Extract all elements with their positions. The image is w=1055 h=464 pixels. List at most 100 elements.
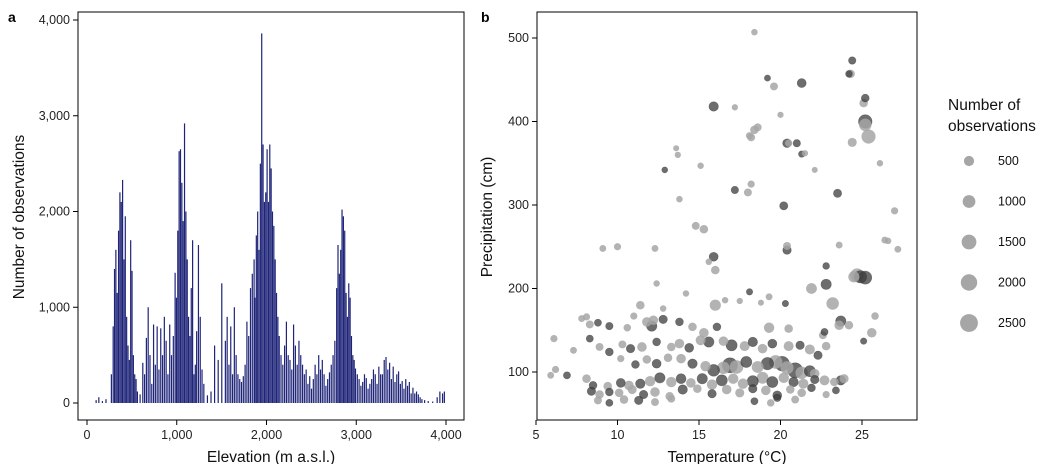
point [618,340,627,349]
bar [419,397,421,403]
point [631,360,640,369]
x-tick-label: 25 [855,428,869,442]
bar [285,321,287,403]
point [651,244,659,252]
y-tick-label: 100 [508,365,529,379]
bar [439,391,441,403]
bar [342,216,344,403]
bar [408,381,410,403]
bar [254,297,256,403]
point [884,237,892,245]
point [674,338,685,349]
bar [327,379,329,403]
point [663,353,673,363]
bar [130,240,132,403]
point [617,355,625,363]
legend-size-marker [960,314,978,332]
point [588,381,598,390]
bar [263,201,266,403]
bar [217,359,219,403]
bar [136,391,139,403]
point [676,195,683,203]
bar [170,355,173,404]
point [807,383,816,393]
bar [367,388,369,403]
point [871,312,879,320]
bar [443,391,445,403]
point [735,388,745,398]
bar [167,374,169,403]
point [697,162,704,169]
point [801,150,809,157]
bar [348,283,350,403]
point [676,353,686,364]
bar [334,340,336,403]
bar [257,211,259,403]
y-tick-label: 2,000 [39,205,70,219]
bar [115,249,117,403]
bar [127,345,129,403]
point [725,339,738,352]
point [673,145,680,152]
bar [235,355,237,404]
point [779,201,789,211]
panel-b-x-axis: 5 10 15 20 25 [533,420,869,442]
bar [338,273,340,403]
bar [399,383,401,403]
bar [221,283,223,403]
point [777,111,784,118]
bar [319,369,322,403]
panel-b-y-axis: 100 200 300 400 500 [508,31,537,379]
bar [206,395,209,403]
bar [124,216,126,403]
point [605,398,614,407]
bar [228,364,230,403]
bar [175,297,178,403]
bar [226,316,228,403]
bar [251,273,253,403]
point [667,342,676,352]
point [699,327,709,338]
bar [385,357,387,403]
point [614,388,624,398]
y-tick-label: 400 [508,115,529,129]
point [625,344,636,354]
point [636,300,645,310]
bar [163,316,165,403]
point [661,166,669,174]
point [848,56,857,65]
bar [131,270,133,403]
panel-b-plot-frame [536,11,918,421]
point [547,371,555,379]
legend-title-line1: Number of [948,97,1021,114]
bar [145,337,147,403]
legend-size-marker [960,274,978,291]
point [696,373,708,385]
bar [160,328,162,403]
bar [374,374,376,403]
bar [310,388,313,403]
legend-size-label: 2000 [998,276,1026,290]
bar [381,374,384,403]
bar [244,364,246,403]
point [615,378,626,388]
bar [139,394,141,403]
point [639,389,649,400]
point [783,241,791,250]
point [551,365,560,374]
point [861,129,876,144]
bar [401,380,403,403]
point [691,221,700,230]
point [686,378,696,388]
point [832,386,840,395]
bar [307,383,309,403]
bar [362,381,364,403]
bar [135,379,137,403]
bar [239,379,241,403]
bar [392,366,394,403]
bar [242,376,244,403]
bar [267,201,270,403]
point [806,283,817,294]
bar [330,364,332,403]
point [766,399,775,407]
